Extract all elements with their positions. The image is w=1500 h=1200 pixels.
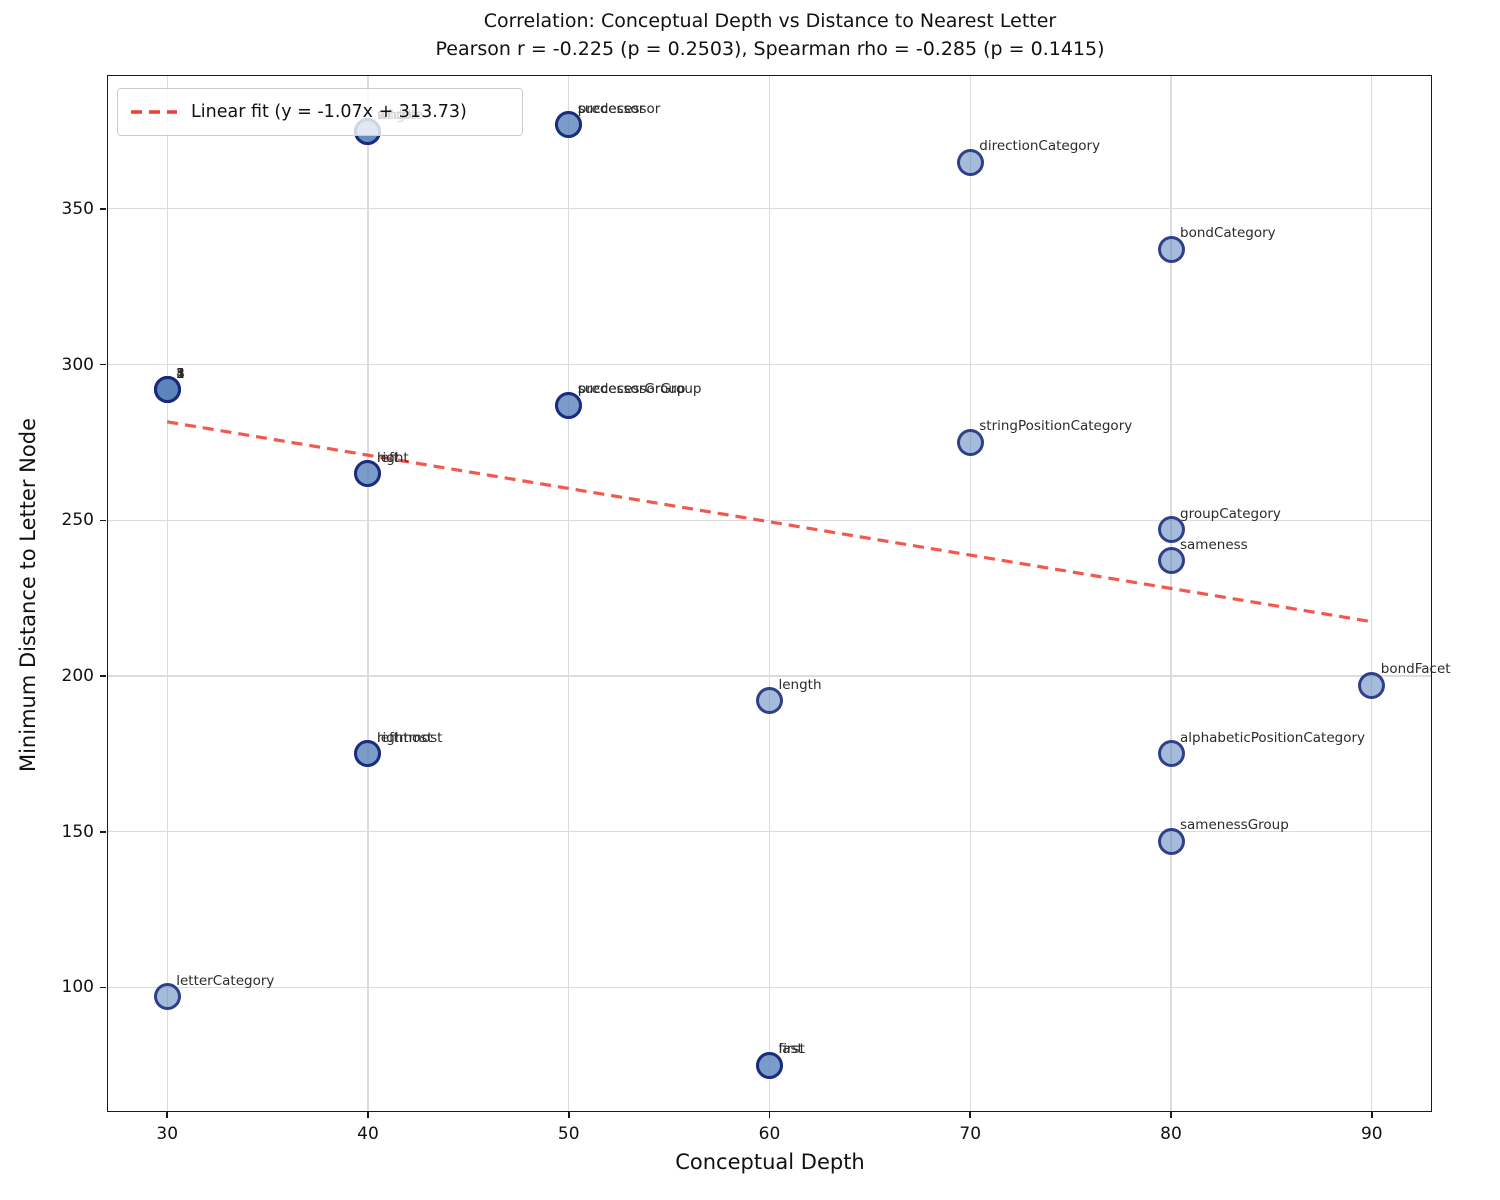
y-gridline — [107, 364, 1432, 366]
x-gridline — [768, 75, 771, 1112]
data-point — [1157, 235, 1185, 263]
y-tick-label: 250 — [61, 510, 94, 531]
data-point — [956, 148, 984, 176]
point-label: sameness — [1180, 536, 1248, 553]
x-gridline — [367, 75, 369, 1112]
x-tick-mark — [969, 1112, 972, 1118]
point-label: groupCategory — [1180, 505, 1281, 522]
point-label: predecessor — [577, 100, 661, 117]
data-point — [153, 983, 181, 1011]
x-tick-label: 50 — [557, 1124, 580, 1144]
x-tick-mark — [768, 1112, 771, 1118]
data-point — [1157, 516, 1185, 544]
point-label: length — [778, 676, 822, 693]
x-tick-mark — [567, 1112, 570, 1118]
data-point — [354, 460, 382, 488]
data-point — [1157, 547, 1185, 575]
data-point — [555, 391, 583, 419]
legend-box: Linear fit (y = -1.07x + 313.73) — [117, 88, 523, 136]
point-label: bondCategory — [1180, 225, 1276, 242]
x-tick-label: 30 — [156, 1124, 179, 1144]
point-label: 4 — [176, 365, 185, 382]
point-label: 5 — [176, 365, 185, 382]
point-label: 3 — [176, 365, 185, 382]
x-tick-label: 70 — [959, 1124, 982, 1144]
y-tick-mark — [100, 363, 106, 366]
y-tick-mark — [100, 208, 106, 210]
legend-label: Linear fit (y = -1.07x + 313.73) — [191, 102, 467, 122]
chart-title: Correlation: Conceptual Depth vs Distanc… — [0, 10, 1500, 60]
data-point — [956, 428, 984, 456]
plot-area: 12345letterCategorysinglemiddlewholeleft… — [107, 75, 1451, 1112]
y-tick-label: 150 — [61, 821, 94, 842]
point-label: letterCategory — [176, 972, 275, 989]
point-label: successor — [577, 100, 645, 117]
x-tick-mark — [1170, 1112, 1172, 1118]
point-label: leftmost — [376, 729, 433, 746]
data-point — [1358, 671, 1386, 699]
data-point — [1157, 827, 1185, 855]
point-label: first — [778, 1041, 805, 1058]
y-gridline — [107, 986, 1432, 989]
y-axis-label: Minimum Distance to Letter Node — [16, 418, 40, 773]
point-label: 2 — [176, 365, 185, 382]
x-tick-label: 80 — [1160, 1124, 1182, 1144]
x-gridline — [969, 75, 971, 1112]
data-point — [756, 687, 783, 715]
x-gridline — [1170, 75, 1172, 1112]
x-tick-label: 40 — [357, 1124, 379, 1144]
x-tick-mark — [1370, 1112, 1373, 1118]
x-tick-mark — [367, 1112, 369, 1118]
chart-subtitle-stats: Pearson r = -0.225 (p = 0.2503), Spearma… — [435, 38, 1105, 60]
y-tick-label: 350 — [61, 198, 94, 219]
x-gridline — [1371, 75, 1373, 1112]
x-gridline — [166, 75, 168, 1112]
x-gridline — [568, 75, 570, 1112]
point-label: bondFacet — [1380, 661, 1451, 678]
data-point — [555, 111, 583, 139]
y-tick-label: 300 — [61, 354, 94, 375]
y-gridline — [107, 831, 1432, 833]
point-label: stringPositionCategory — [979, 418, 1133, 435]
point-label: samenessGroup — [1180, 817, 1289, 834]
data-point — [153, 376, 181, 404]
y-tick-mark — [100, 519, 106, 522]
legend-dashed-line-sample — [131, 110, 177, 114]
point-label: alphabeticPositionCategory — [1180, 729, 1365, 746]
point-label: directionCategory — [979, 138, 1101, 155]
y-gridline — [107, 519, 1432, 521]
y-gridline — [107, 675, 1432, 677]
y-tick-mark — [100, 675, 106, 677]
data-point — [756, 1051, 783, 1079]
linear-fit-line — [166, 420, 1373, 624]
x-tick-label: 90 — [1360, 1124, 1383, 1144]
point-label: 1 — [176, 365, 185, 382]
point-label: successorGroup — [577, 381, 686, 398]
y-gridline — [107, 208, 1432, 210]
point-label: left — [376, 449, 399, 466]
point-label: predecessorGroup — [577, 381, 702, 398]
x-axis-label: Conceptual Depth — [675, 1150, 865, 1174]
x-tick-label: 60 — [758, 1124, 781, 1144]
chart-title-line1: Correlation: Conceptual Depth vs Distanc… — [483, 10, 1057, 32]
data-point — [1157, 740, 1185, 768]
y-tick-mark — [100, 830, 106, 833]
data-point — [354, 740, 382, 768]
y-tick-label: 200 — [61, 666, 94, 687]
y-tick-label: 100 — [61, 977, 94, 998]
point-label: last — [778, 1041, 803, 1058]
y-tick-mark — [100, 986, 106, 989]
x-tick-mark — [166, 1112, 169, 1118]
point-label: rightmost — [376, 729, 443, 746]
point-label: right — [376, 449, 409, 466]
